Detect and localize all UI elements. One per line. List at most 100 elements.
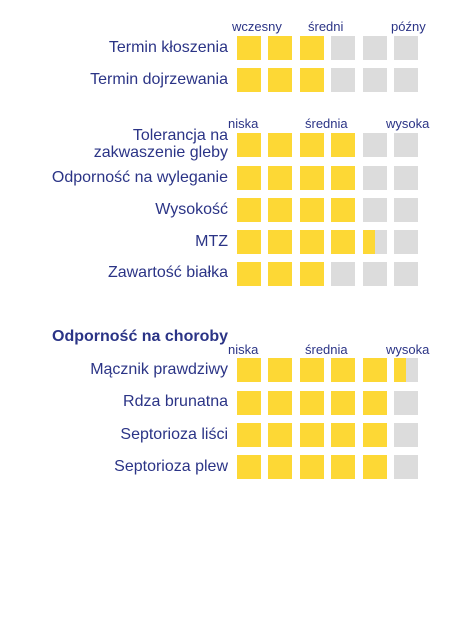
rating-cell-fill: [363, 423, 387, 447]
rating-cells: [237, 133, 418, 157]
rating-cell-fill: [363, 230, 375, 254]
rating-cell: [394, 455, 418, 479]
rating-cell: [237, 455, 261, 479]
rating-cell-fill: [268, 230, 292, 254]
row-label: Tolerancja na zakwaszenie gleby: [93, 127, 228, 161]
rating-cell: [331, 133, 355, 157]
rating-cell: [300, 391, 324, 415]
rating-cell-fill: [363, 391, 387, 415]
rating-cell: [394, 198, 418, 222]
rating-cell: [237, 230, 261, 254]
rating-cell: [363, 391, 387, 415]
rating-cell: [300, 262, 324, 286]
row-label: Wysokość: [155, 201, 228, 218]
row-label: Rdza brunatna: [123, 393, 228, 410]
scale-label-high: wysoka: [386, 116, 430, 131]
scale-label-medium: średnia: [305, 342, 348, 357]
rating-cells: [237, 358, 418, 382]
rating-cell-fill: [237, 36, 261, 60]
rating-cell: [394, 68, 418, 92]
rating-cell: [331, 198, 355, 222]
rating-cell-fill: [300, 391, 324, 415]
rating-cell-fill: [331, 198, 355, 222]
rating-cell: [237, 68, 261, 92]
rating-cell: [363, 68, 387, 92]
rating-cells: [237, 36, 418, 60]
rating-cell: [363, 166, 387, 190]
rating-cell: [268, 68, 292, 92]
rating-cell-fill: [300, 423, 324, 447]
row-label: MTZ: [195, 233, 228, 250]
rating-cell: [237, 198, 261, 222]
scale-label-high: wysoka: [386, 342, 430, 357]
rating-cell-fill: [300, 36, 324, 60]
scale-label-medium: średnia: [305, 116, 348, 131]
rating-cell: [237, 166, 261, 190]
row-label: Odporność na wyleganie: [51, 169, 228, 186]
scale-label-low: niska: [228, 342, 259, 357]
section-title-diseases: Odporność na choroby: [52, 328, 229, 345]
rating-cell-fill: [394, 358, 406, 382]
rating-cell-fill: [331, 133, 355, 157]
rating-cell: [394, 423, 418, 447]
rating-cell: [300, 198, 324, 222]
rating-cells: [237, 68, 418, 92]
rating-cells: [237, 423, 418, 447]
rating-cell: [363, 230, 387, 254]
rating-cell: [300, 68, 324, 92]
rating-cell: [237, 423, 261, 447]
row-label: Septorioza liści: [120, 426, 228, 443]
rating-cell: [300, 133, 324, 157]
scale-label-low: niska: [228, 116, 259, 131]
rating-cell-fill: [237, 198, 261, 222]
rating-cell: [237, 262, 261, 286]
rating-cell: [268, 358, 292, 382]
rating-cell: [268, 423, 292, 447]
rating-cell: [268, 133, 292, 157]
rating-cell: [363, 358, 387, 382]
rating-cell: [300, 423, 324, 447]
rating-cell-fill: [331, 358, 355, 382]
rating-cell-fill: [268, 198, 292, 222]
rating-cells: [237, 455, 418, 479]
rating-cell-fill: [237, 391, 261, 415]
rating-cell: [394, 166, 418, 190]
rating-cell: [237, 358, 261, 382]
rating-cell-fill: [300, 262, 324, 286]
rating-cell-fill: [237, 166, 261, 190]
rating-cell: [300, 230, 324, 254]
rating-cell: [268, 391, 292, 415]
rating-cell: [331, 68, 355, 92]
rating-cell: [237, 36, 261, 60]
rating-cell-fill: [237, 423, 261, 447]
row-label: Termin dojrzewania: [90, 71, 228, 88]
rating-cell-fill: [300, 198, 324, 222]
rating-cell-fill: [268, 423, 292, 447]
rating-cell-fill: [363, 455, 387, 479]
rating-cell-fill: [268, 133, 292, 157]
rating-cell-fill: [331, 423, 355, 447]
rating-cell-fill: [237, 133, 261, 157]
row-label: Mącznik prawdziwy: [90, 361, 228, 378]
row-label: Termin kłoszenia: [108, 39, 228, 56]
rating-cell: [331, 358, 355, 382]
rating-cell-fill: [300, 68, 324, 92]
rating-cell: [394, 391, 418, 415]
rating-cell: [237, 391, 261, 415]
rating-cell-fill: [268, 262, 292, 286]
rating-cell: [363, 262, 387, 286]
scale-label-medium: średni: [308, 19, 344, 34]
rating-cell: [268, 262, 292, 286]
rating-cell-fill: [300, 358, 324, 382]
rating-cell-fill: [268, 166, 292, 190]
rating-cell-fill: [331, 166, 355, 190]
rating-cells: [237, 166, 418, 190]
rating-cell: [394, 36, 418, 60]
rating-cells: [237, 230, 418, 254]
rating-cell: [268, 198, 292, 222]
rating-cell: [331, 166, 355, 190]
rating-cell-fill: [300, 455, 324, 479]
rating-cell: [331, 423, 355, 447]
rating-cell-fill: [300, 166, 324, 190]
rating-cell: [300, 455, 324, 479]
